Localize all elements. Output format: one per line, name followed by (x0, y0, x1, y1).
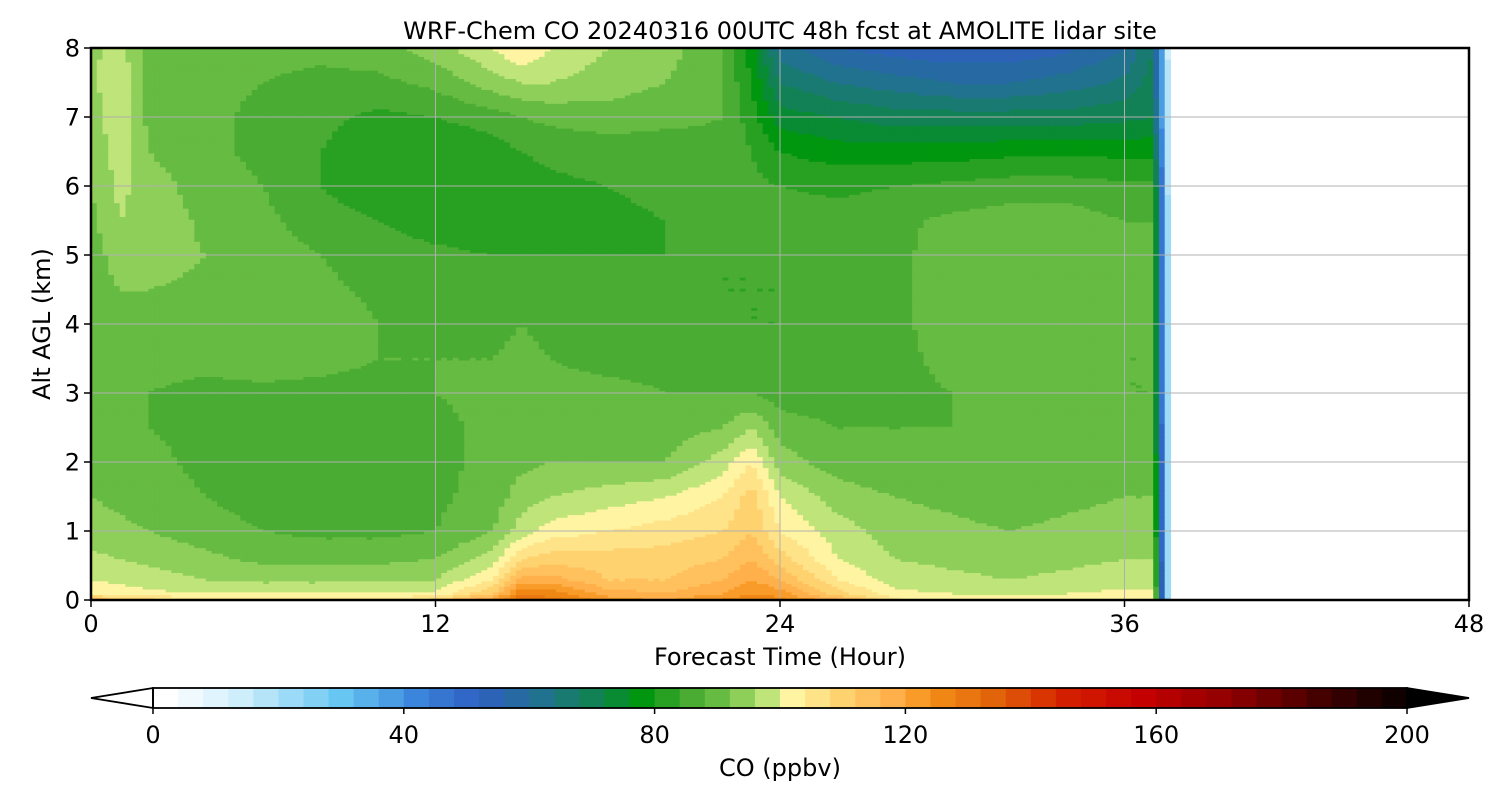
colorbar-swatch (1006, 688, 1032, 708)
y-tick-label: 7 (65, 104, 80, 132)
colorbar-swatch (1231, 688, 1257, 708)
y-tick-label: 5 (65, 242, 80, 270)
chart: WRF-Chem CO 20240316 00UTC 48h fcst at A… (0, 0, 1500, 800)
colorbar-swatch (1357, 688, 1383, 708)
y-tick-label: 6 (65, 173, 80, 201)
colorbar-swatch (1206, 688, 1232, 708)
colorbar-swatch (680, 688, 706, 708)
colorbar: 0 40 80 120 160 200 (91, 688, 1469, 749)
x-axis: 0 12 24 36 48 (83, 600, 1484, 638)
colorbar-swatch (630, 688, 656, 708)
colorbar-swatch (855, 688, 881, 708)
colorbar-swatch (805, 688, 831, 708)
colorbar-tick-label: 160 (1133, 721, 1179, 749)
colorbar-tick-label: 120 (882, 721, 928, 749)
colorbar-label: CO (ppbv) (719, 754, 841, 782)
colorbar-swatch (1056, 688, 1082, 708)
y-tick-label: 8 (65, 35, 80, 63)
colorbar-swatch (479, 688, 505, 708)
colorbar-swatch (379, 688, 405, 708)
x-tick-label: 24 (765, 610, 796, 638)
y-axis: 0 1 2 3 4 5 6 7 8 (65, 35, 91, 615)
colorbar-extend-high (1407, 688, 1469, 708)
colorbar-swatch (905, 688, 931, 708)
x-tick-label: 0 (83, 610, 98, 638)
colorbar-swatch (504, 688, 530, 708)
colorbar-swatch (429, 688, 455, 708)
colorbar-swatch (354, 688, 380, 708)
colorbar-swatch (178, 688, 204, 708)
colorbar-swatch (604, 688, 630, 708)
y-tick-label: 2 (65, 449, 80, 477)
colorbar-swatch (1081, 688, 1107, 708)
colorbar-swatch (253, 688, 279, 708)
colorbar-swatch (1332, 688, 1358, 708)
colorbar-tick-label: 80 (639, 721, 670, 749)
colorbar-swatch (705, 688, 731, 708)
colorbar-swatch (1181, 688, 1207, 708)
chart-title: WRF-Chem CO 20240316 00UTC 48h fcst at A… (403, 17, 1157, 45)
colorbar-swatch (278, 688, 304, 708)
colorbar-swatch (203, 688, 229, 708)
colorbar-swatch (404, 688, 430, 708)
colorbar-swatch (554, 688, 580, 708)
x-tick-label: 12 (420, 610, 451, 638)
y-tick-label: 1 (65, 518, 80, 546)
colorbar-tick-label: 200 (1384, 721, 1430, 749)
colorbar-swatch (1282, 688, 1308, 708)
colorbar-swatch (780, 688, 806, 708)
y-tick-label: 4 (65, 311, 80, 339)
colorbar-swatch (1031, 688, 1057, 708)
colorbar-swatch (1106, 688, 1132, 708)
colorbar-swatch (579, 688, 605, 708)
colorbar-swatch (655, 688, 681, 708)
colorbar-swatch (930, 688, 956, 708)
colorbar-tick-label: 0 (145, 721, 160, 749)
colorbar-swatch (529, 688, 555, 708)
colorbar-swatch (1307, 688, 1333, 708)
colorbar-swatch (830, 688, 856, 708)
colorbar-swatch (755, 688, 781, 708)
y-tick-label: 3 (65, 380, 80, 408)
colorbar-swatch (1131, 688, 1157, 708)
colorbar-swatch (1257, 688, 1283, 708)
colorbar-swatch (1156, 688, 1182, 708)
x-axis-label: Forecast Time (Hour) (654, 643, 906, 671)
colorbar-swatch (1382, 688, 1408, 708)
colorbar-swatch (880, 688, 906, 708)
colorbar-swatch (454, 688, 480, 708)
colorbar-swatch (981, 688, 1007, 708)
y-axis-label: Alt AGL (km) (28, 248, 56, 400)
colorbar-swatch (956, 688, 982, 708)
colorbar-tick-label: 40 (389, 721, 420, 749)
y-tick-label: 0 (65, 587, 80, 615)
colorbar-swatch (153, 688, 179, 708)
colorbar-swatch (730, 688, 756, 708)
x-tick-label: 48 (1454, 610, 1485, 638)
colorbar-extend-low (91, 688, 153, 708)
x-tick-label: 36 (1109, 610, 1140, 638)
colorbar-swatch (329, 688, 355, 708)
colorbar-swatch (228, 688, 254, 708)
colorbar-swatch (303, 688, 329, 708)
